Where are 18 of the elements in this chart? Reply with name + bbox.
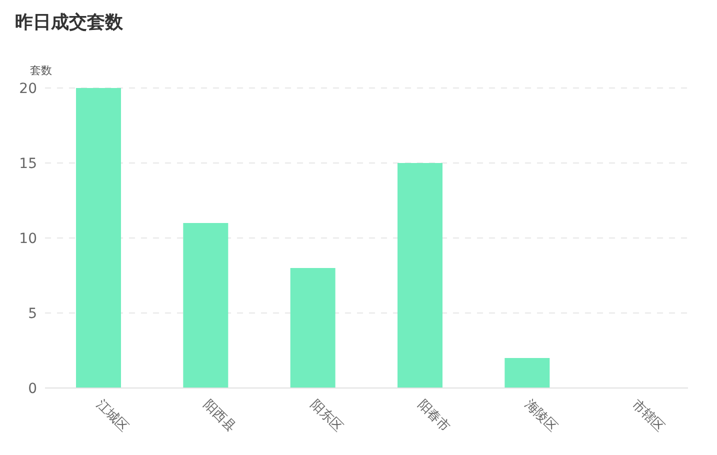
bar — [290, 268, 336, 388]
x-tick-label: 阳西县 — [200, 397, 238, 436]
x-tick-label: 江城区 — [92, 397, 132, 436]
bar — [504, 358, 550, 388]
y-tick-label: 15 — [19, 156, 37, 172]
y-axis-title: 套数 — [30, 64, 52, 77]
bar — [183, 223, 228, 388]
y-tick-label: 0 — [28, 380, 37, 397]
bar — [76, 88, 121, 388]
x-tick-label: 市辖区 — [628, 397, 667, 436]
bar — [398, 163, 442, 388]
x-tick-label: 阳东区 — [307, 397, 346, 436]
y-tick-label: 5 — [28, 306, 37, 322]
y-tick-label: 20 — [19, 80, 37, 97]
y-tick-label: 10 — [19, 230, 37, 247]
chart-title: 昨日成交套数 — [15, 11, 123, 34]
x-tick-label: 海陵区 — [522, 397, 560, 436]
x-tick-label: 阳春市 — [414, 397, 453, 436]
